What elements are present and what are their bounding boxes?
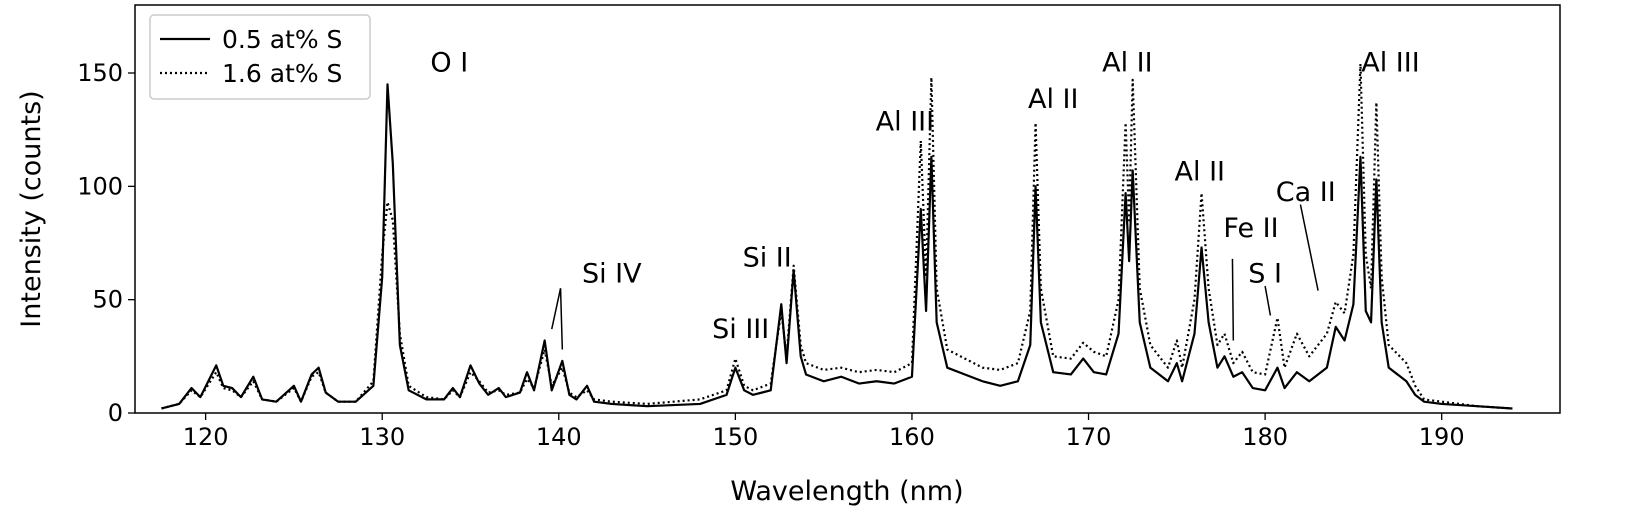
legend-label: 0.5 at% S	[222, 25, 342, 54]
x-tick-label: 130	[359, 423, 405, 451]
annotation-pointer	[1231, 258, 1235, 341]
x-axis-label: Wavelength (nm)	[730, 476, 963, 507]
x-tick-label: 160	[889, 423, 935, 451]
annotation: Si II	[743, 243, 792, 274]
x-tick-label: 140	[536, 423, 582, 451]
x-tick-label: 150	[712, 423, 758, 451]
y-tick-label: 0	[108, 399, 123, 427]
plot-lines	[161, 62, 1513, 410]
annotation: O I	[430, 48, 468, 79]
annotation: Si IV	[582, 258, 642, 289]
annotation: Al III	[876, 107, 934, 138]
y-tick-label: 100	[77, 172, 123, 200]
annotation-pointer	[1299, 204, 1319, 291]
annotation: Al III	[1361, 48, 1419, 79]
x-tick-label: 120	[183, 423, 229, 451]
annotation: Al II	[1028, 84, 1078, 115]
annotation-pointer	[1264, 285, 1272, 316]
annotation: S I	[1248, 258, 1282, 289]
y-tick-label: 50	[92, 286, 123, 314]
annotation: Si III	[712, 314, 769, 345]
y-axis-label: Intensity (counts)	[16, 90, 47, 327]
y-tick-label: 150	[77, 59, 123, 87]
annotation: Al II	[1102, 48, 1152, 79]
legend-label: 1.6 at% S	[222, 59, 342, 88]
annotation-pointer	[559, 288, 564, 350]
x-tick-label: 180	[1242, 423, 1288, 451]
annotation: Al II	[1175, 156, 1225, 187]
annotation: Fe II	[1223, 213, 1278, 244]
series-line	[161, 83, 1513, 410]
plot-frame	[134, 4, 1561, 414]
legend-box	[149, 14, 371, 100]
annotation: Ca II	[1276, 177, 1336, 208]
x-tick-label: 190	[1419, 423, 1465, 451]
legend: 0.5 at% S 1.6 at% S	[149, 14, 371, 100]
x-tick-label: 170	[1066, 423, 1112, 451]
series-line	[161, 62, 1513, 410]
annotation-pointer	[550, 288, 562, 330]
